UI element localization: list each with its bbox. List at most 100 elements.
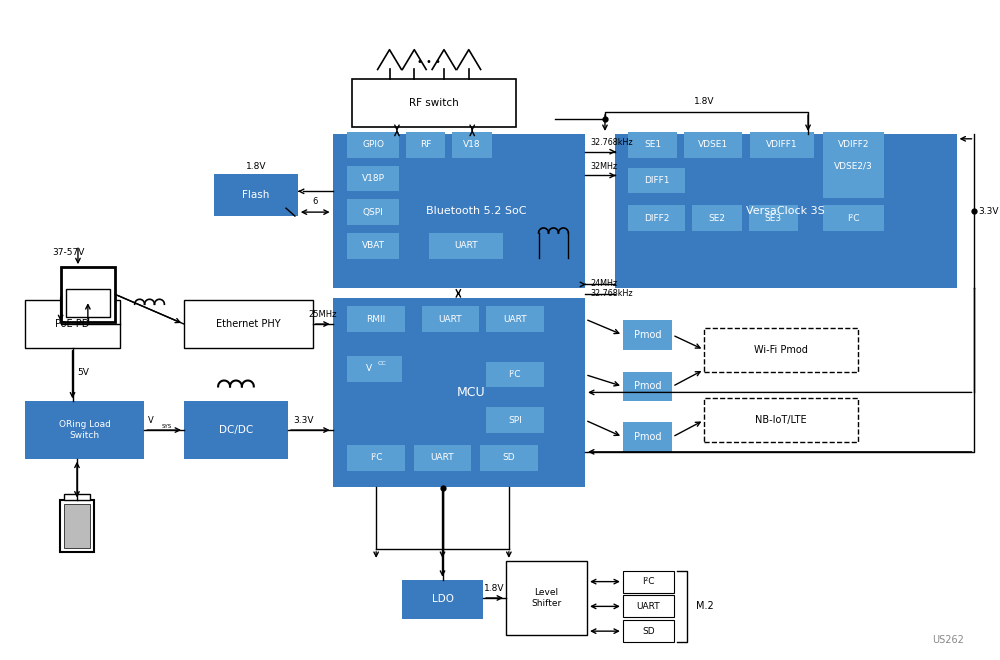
Text: 6: 6 bbox=[313, 197, 318, 206]
Bar bbox=[25, 401, 144, 459]
Text: I²C: I²C bbox=[847, 214, 860, 222]
Text: Pmod: Pmod bbox=[634, 381, 661, 391]
Text: VBAT: VBAT bbox=[362, 242, 385, 250]
Text: Pmod: Pmod bbox=[634, 432, 661, 442]
Bar bbox=[452, 132, 492, 158]
Text: Flash: Flash bbox=[242, 190, 269, 200]
Bar bbox=[823, 134, 884, 198]
Text: SD: SD bbox=[642, 626, 655, 636]
Bar bbox=[64, 494, 90, 500]
Text: VDIFF1: VDIFF1 bbox=[766, 141, 798, 149]
Bar bbox=[506, 561, 587, 635]
Bar bbox=[422, 306, 479, 332]
Bar bbox=[692, 205, 742, 231]
Bar bbox=[623, 422, 672, 452]
Text: Ethernet PHY: Ethernet PHY bbox=[216, 319, 281, 329]
Text: Pmod: Pmod bbox=[634, 330, 661, 340]
Bar bbox=[333, 134, 585, 288]
Bar bbox=[628, 168, 685, 193]
Text: NB-IoT/LTE: NB-IoT/LTE bbox=[755, 415, 807, 425]
Bar bbox=[184, 300, 313, 348]
Text: Level
Shifter: Level Shifter bbox=[531, 588, 562, 608]
Text: 5V: 5V bbox=[77, 368, 89, 377]
Bar bbox=[486, 362, 544, 387]
Bar bbox=[347, 233, 399, 259]
Text: VDSE1: VDSE1 bbox=[698, 141, 728, 149]
Bar bbox=[486, 306, 544, 332]
Text: DIFF1: DIFF1 bbox=[644, 176, 669, 185]
Text: RF: RF bbox=[420, 141, 431, 149]
Text: I²C: I²C bbox=[370, 453, 382, 462]
Text: Bluetooth 5.2 SoC: Bluetooth 5.2 SoC bbox=[426, 206, 527, 216]
Text: V18: V18 bbox=[463, 141, 481, 149]
Bar bbox=[704, 328, 858, 372]
Bar bbox=[406, 132, 445, 158]
Text: 24MHz: 24MHz bbox=[590, 279, 617, 288]
Text: SE1: SE1 bbox=[644, 141, 661, 149]
Bar bbox=[623, 320, 672, 350]
Text: Wi-Fi Pmod: Wi-Fi Pmod bbox=[754, 345, 808, 355]
Bar bbox=[347, 356, 402, 381]
Text: 3.3V: 3.3V bbox=[293, 416, 313, 425]
Text: V18P: V18P bbox=[362, 174, 385, 183]
Bar bbox=[347, 132, 399, 158]
Text: ORing Load
Switch: ORing Load Switch bbox=[59, 420, 111, 440]
Bar bbox=[623, 595, 674, 617]
Text: SE3: SE3 bbox=[765, 214, 782, 222]
Bar bbox=[402, 579, 483, 619]
Bar bbox=[66, 289, 110, 317]
Text: 32.768kHz: 32.768kHz bbox=[590, 289, 633, 298]
Text: 25MHz: 25MHz bbox=[308, 310, 337, 319]
Text: M.2: M.2 bbox=[696, 601, 714, 611]
Bar bbox=[333, 298, 585, 486]
Text: SPI: SPI bbox=[508, 416, 522, 424]
Bar bbox=[486, 407, 544, 433]
Text: V: V bbox=[366, 364, 372, 373]
Bar bbox=[623, 372, 672, 401]
Text: UART: UART bbox=[431, 453, 454, 462]
Text: DIFF2: DIFF2 bbox=[644, 214, 669, 222]
Text: DC/DC: DC/DC bbox=[219, 425, 253, 435]
Bar bbox=[429, 233, 503, 259]
Text: UART: UART bbox=[637, 602, 660, 611]
Text: UART: UART bbox=[503, 315, 527, 323]
Bar bbox=[347, 445, 405, 471]
Bar bbox=[347, 199, 399, 225]
Text: • • •: • • • bbox=[417, 57, 441, 67]
Text: LDO: LDO bbox=[432, 595, 454, 605]
Bar bbox=[628, 205, 685, 231]
Bar bbox=[352, 79, 516, 127]
Bar bbox=[750, 132, 814, 158]
Bar bbox=[347, 306, 405, 332]
Text: I²C: I²C bbox=[509, 370, 521, 379]
Text: I²C: I²C bbox=[642, 577, 655, 586]
Bar bbox=[823, 205, 884, 231]
Text: VersaClock 3S: VersaClock 3S bbox=[746, 206, 825, 216]
Text: MCU: MCU bbox=[456, 386, 485, 399]
Text: 1.8V: 1.8V bbox=[694, 97, 714, 106]
Text: VDIFF2: VDIFF2 bbox=[838, 141, 869, 149]
Text: RF switch: RF switch bbox=[409, 98, 459, 108]
Bar bbox=[623, 571, 674, 593]
Text: SE2: SE2 bbox=[708, 214, 725, 222]
Text: 1.8V: 1.8V bbox=[484, 584, 505, 593]
Text: GPIO: GPIO bbox=[362, 141, 384, 149]
Bar bbox=[347, 166, 399, 191]
Text: V: V bbox=[148, 416, 154, 425]
Bar bbox=[64, 504, 90, 548]
Text: 32.768kHz: 32.768kHz bbox=[590, 138, 633, 147]
Bar bbox=[704, 399, 858, 442]
Bar bbox=[214, 174, 298, 216]
Text: QSPI: QSPI bbox=[363, 208, 384, 216]
Bar bbox=[61, 267, 115, 321]
Bar bbox=[615, 134, 957, 288]
Text: US262: US262 bbox=[932, 635, 964, 645]
Bar bbox=[623, 620, 674, 642]
Text: PoE PD: PoE PD bbox=[55, 319, 90, 329]
Bar bbox=[628, 132, 677, 158]
Bar bbox=[823, 132, 884, 158]
Text: 32MHz: 32MHz bbox=[590, 162, 617, 170]
Text: CC: CC bbox=[377, 361, 386, 366]
Text: SYS: SYS bbox=[161, 424, 171, 429]
Text: UART: UART bbox=[439, 315, 462, 323]
